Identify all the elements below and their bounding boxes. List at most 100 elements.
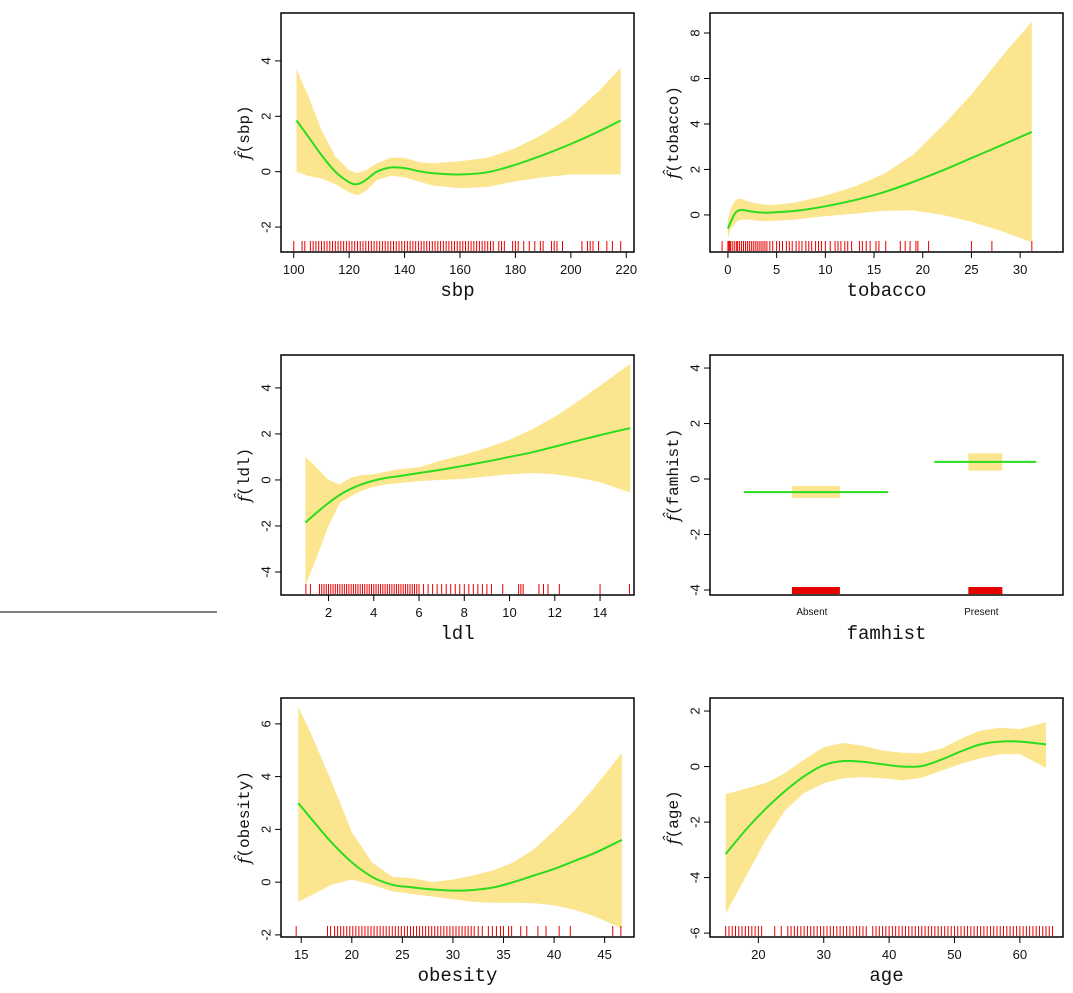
f-hat-symbol: f̂	[663, 169, 684, 181]
fitted-curve	[295, 119, 622, 186]
y-tick-label: -2	[687, 816, 702, 828]
x-axis-label: obesity	[418, 965, 498, 987]
y-tick-label: 4	[258, 57, 273, 64]
x-axis: 15 20 25 30 35 40 45	[294, 937, 612, 962]
y-tick-label: 4	[687, 120, 702, 127]
x-tick-label: 0	[724, 262, 731, 277]
rug	[968, 587, 1003, 595]
x-tick-label: 14	[593, 605, 607, 620]
panel-obesity: -2 0 2 4 6 15 20 25 30 35 40 45 obesity f̂(obesity)	[234, 697, 635, 987]
y-tick-label: -6	[687, 927, 702, 939]
y-tick-label: 0	[687, 763, 702, 770]
rug	[791, 587, 840, 595]
y-tick-label: 4	[258, 773, 273, 780]
y-axis-label: f̂(ldl)	[234, 448, 255, 504]
f-hat-symbol: f̂	[234, 854, 255, 866]
x-tick-label: 8	[461, 605, 468, 620]
y-tick-label: -2	[258, 520, 273, 532]
y-tick-label: 0	[258, 168, 273, 175]
x-tick-label: 140	[394, 262, 416, 277]
x-tick-label: 50	[947, 947, 961, 962]
x-tick-label: 10	[502, 605, 516, 620]
x-tick-label: 5	[773, 262, 780, 277]
y-axis-label: f̂(obesity)	[234, 771, 255, 866]
y-axis-variable: (age)	[665, 790, 683, 838]
x-axis-label: sbp	[440, 280, 474, 302]
y-axis: -6 -4 -2 0 2	[687, 707, 710, 939]
y-tick-label: -2	[258, 221, 273, 233]
confidence-band	[727, 21, 1032, 243]
x-axis: 20 30 40 50 60	[751, 937, 1027, 962]
x-tick-label: 200	[560, 262, 582, 277]
x-tick-label: 20	[751, 947, 765, 962]
plot-area	[743, 453, 1037, 595]
plot-frame	[280, 354, 635, 596]
divider-line	[0, 611, 217, 613]
confidence-band	[298, 706, 622, 929]
x-tick-label: 120	[338, 262, 360, 277]
y-tick-label: -2	[258, 929, 273, 941]
category-label: Absent	[796, 607, 827, 618]
plot-area	[721, 21, 1033, 251]
fitted-curve	[297, 802, 623, 892]
x-tick-label: 15	[294, 947, 308, 962]
rug	[721, 241, 1033, 251]
x-tick-label: 45	[597, 947, 611, 962]
y-axis-variable: (sbp)	[236, 105, 254, 153]
y-axis-label: f̂(sbp)	[234, 105, 255, 161]
y-tick-label: 2	[687, 420, 702, 427]
confidence-band	[305, 363, 631, 586]
x-tick-label: 25	[395, 947, 409, 962]
fitted-curve	[724, 740, 1047, 855]
plot-frame	[280, 12, 635, 253]
y-axis-variable: (obesity)	[236, 771, 254, 857]
x-tick-label: 30	[446, 947, 460, 962]
y-axis-label: f̂(tobacco)	[663, 86, 684, 181]
y-tick-label: 0	[687, 475, 702, 482]
x-tick-label: 15	[867, 262, 881, 277]
x-axis-label: ldl	[440, 623, 474, 645]
y-tick-label: 2	[258, 430, 273, 437]
x-tick-label: 30	[1013, 262, 1027, 277]
f-hat-symbol: f̂	[234, 492, 255, 504]
plot-area	[724, 722, 1054, 936]
x-tick-label: 25	[964, 262, 978, 277]
y-axis-variable: (tobacco)	[665, 86, 683, 172]
y-tick-label: 2	[687, 707, 702, 714]
category-present	[934, 453, 1037, 595]
plot-area	[304, 363, 631, 594]
y-tick-label: -4	[258, 566, 273, 578]
rug	[725, 926, 1054, 936]
y-tick-label: 0	[258, 879, 273, 886]
plot-frame	[709, 12, 1064, 253]
panel-ldl: -4 -2 0 2 4 2 4 6 8 10 12 14 ldl f̂(ldl)	[234, 354, 635, 645]
y-tick-label: 2	[258, 113, 273, 120]
x-tick-label: 20	[345, 947, 359, 962]
f-hat-symbol: f̂	[663, 511, 684, 523]
y-axis: -2 0 2 4 6	[258, 720, 281, 941]
x-axis: 2 4 6 8 10 12 14	[325, 595, 607, 620]
rug	[305, 584, 630, 594]
x-tick-label: 20	[916, 262, 930, 277]
x-tick-label: 10	[818, 262, 832, 277]
x-tick-label: 12	[548, 605, 562, 620]
rug	[293, 241, 622, 251]
x-tick-label: 40	[547, 947, 561, 962]
y-tick-label: 6	[687, 75, 702, 82]
y-axis-variable: (ldl)	[236, 448, 254, 496]
f-hat-symbol: f̂	[234, 150, 255, 162]
x-tick-label: 160	[449, 262, 471, 277]
x-tick-label: 40	[882, 947, 896, 962]
fitted-curve	[304, 427, 631, 524]
y-tick-label: -2	[687, 529, 702, 541]
y-tick-label: 4	[687, 364, 702, 371]
plot-frame	[709, 697, 1064, 938]
x-axis-label: age	[869, 965, 903, 987]
x-tick-label: 35	[496, 947, 510, 962]
y-axis-variable: (famhist)	[665, 429, 683, 515]
y-axis-label: f̂(age)	[663, 790, 684, 846]
y-tick-label: 8	[687, 29, 702, 36]
panel-sbp: -2 0 2 4 100 120 140 160 180 200 220 sbp f̂(sbp)	[234, 12, 637, 302]
plot-area	[295, 706, 623, 936]
